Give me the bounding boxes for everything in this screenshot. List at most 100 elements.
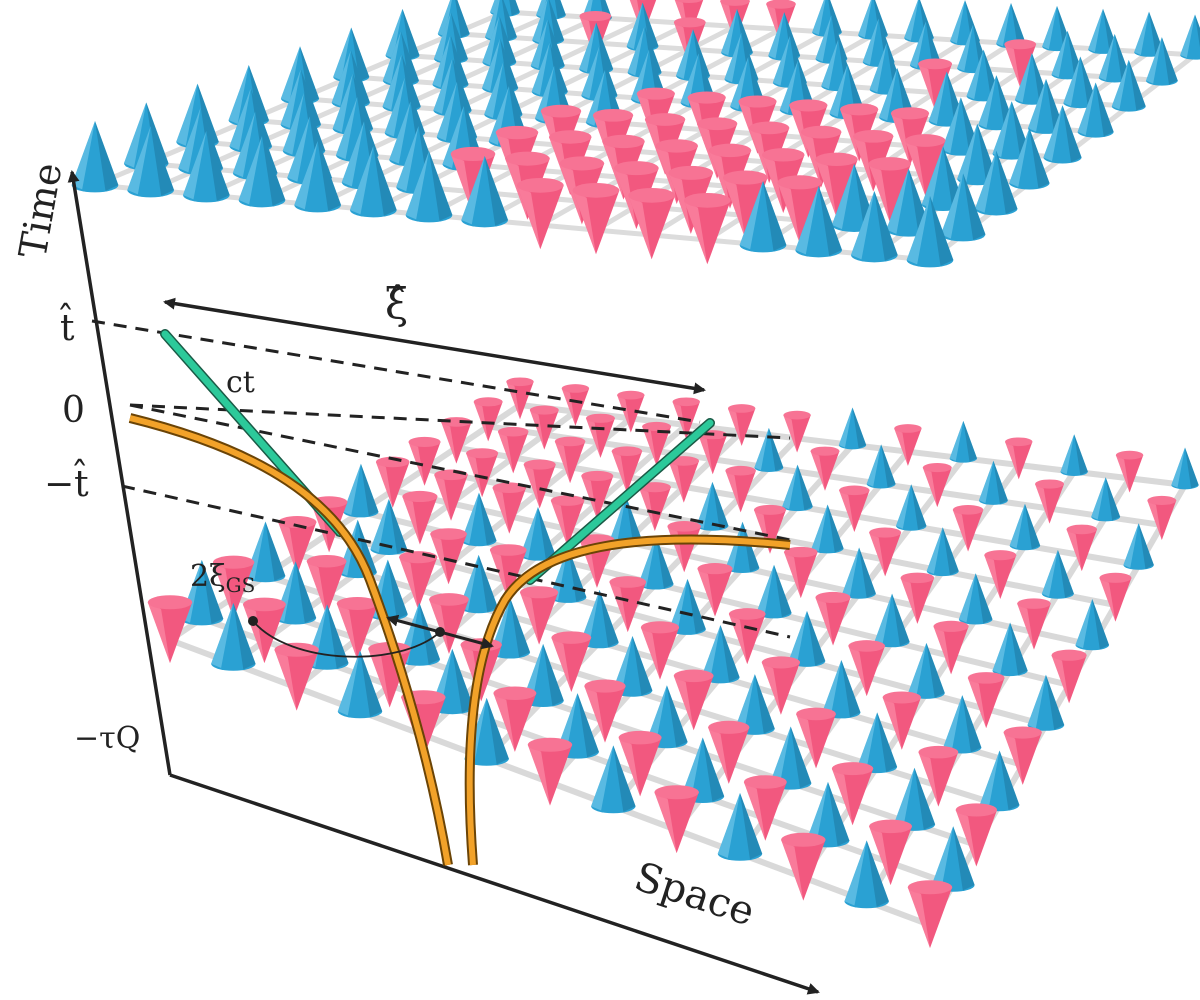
blue-cone-icon bbox=[866, 444, 896, 489]
blue-cone-icon bbox=[1009, 503, 1041, 551]
blue-cone-icon bbox=[895, 484, 927, 531]
pink-cone-icon bbox=[1004, 39, 1037, 88]
pink-cone-icon bbox=[831, 762, 874, 826]
xi-hat-label: ξ̂ bbox=[385, 279, 408, 328]
xi-hat-annotation: ξ̂ ct bbox=[163, 279, 706, 400]
blue-cone-icon bbox=[943, 695, 982, 754]
blue-cone-icon bbox=[580, 589, 619, 649]
pink-cone-icon bbox=[905, 134, 946, 196]
blue-cone-icon bbox=[857, 712, 898, 774]
top-lattice-cones bbox=[71, 0, 1200, 268]
blue-cone-icon bbox=[294, 141, 342, 213]
pink-cone-icon bbox=[516, 177, 564, 250]
grid-line bbox=[451, 31, 1165, 84]
blue-cone-icon bbox=[681, 737, 725, 803]
pink-cone-icon bbox=[967, 672, 1005, 729]
pink-cone-icon bbox=[952, 505, 984, 552]
pink-cone-icon bbox=[1147, 495, 1177, 541]
leader-end-dot bbox=[435, 627, 445, 637]
domain-wall-curves bbox=[128, 413, 791, 866]
pink-cone-icon bbox=[628, 187, 676, 260]
blue-cone-icon bbox=[756, 564, 792, 619]
blue-cone-icon bbox=[343, 463, 379, 518]
space-axis-label: Space bbox=[629, 854, 760, 936]
pink-cone-icon bbox=[984, 550, 1017, 600]
blue-cone-icon bbox=[349, 146, 397, 218]
pink-cone-icon bbox=[815, 152, 858, 218]
pink-cone-icon bbox=[815, 591, 851, 646]
pink-cone-icon bbox=[894, 424, 922, 466]
pink-cone-icon bbox=[640, 621, 680, 680]
blue-cone-icon bbox=[1123, 523, 1154, 570]
blue-cone-icon bbox=[370, 498, 408, 555]
pink-cone-icon bbox=[584, 679, 626, 743]
blue-cone-icon bbox=[754, 427, 784, 473]
pink-cone-icon bbox=[933, 620, 969, 675]
pink-cone-icon bbox=[497, 426, 529, 474]
grid-line bbox=[502, 9, 1198, 58]
pink-cone-icon bbox=[523, 459, 556, 509]
blue-cone-icon bbox=[844, 840, 889, 909]
grid-line bbox=[92, 182, 933, 263]
blue-cone-icon bbox=[1145, 37, 1178, 86]
grid-line bbox=[400, 52, 1132, 109]
pink-cone-icon bbox=[551, 631, 592, 693]
pink-cone-icon bbox=[554, 436, 586, 484]
pink-cone-icon bbox=[618, 730, 662, 797]
pink-cone-icon bbox=[609, 576, 647, 633]
pink-cone-icon bbox=[708, 720, 750, 784]
blue-cone-icon bbox=[1009, 127, 1050, 190]
pink-cone-icon bbox=[1017, 598, 1051, 650]
pink-cone-icon bbox=[399, 551, 438, 610]
dashed-line-zero bbox=[129, 403, 791, 440]
blue-cone-icon bbox=[734, 674, 775, 735]
blue-cone-icon bbox=[979, 750, 1020, 812]
pink-cone-icon bbox=[1005, 437, 1033, 480]
tick-label-zero: 0 bbox=[62, 390, 85, 431]
blue-cone-icon bbox=[909, 21, 942, 70]
blue-cone-icon bbox=[725, 521, 760, 574]
blue-cone-icon bbox=[838, 407, 867, 450]
pink-cone-icon bbox=[728, 608, 766, 665]
blue-cone-icon bbox=[1091, 477, 1121, 522]
pink-cone-icon bbox=[527, 737, 573, 806]
blue-cone-icon bbox=[1027, 674, 1065, 731]
leader-start-dot bbox=[248, 616, 258, 626]
pink-cone-icon bbox=[900, 572, 935, 624]
blue-cone-icon bbox=[211, 602, 256, 671]
blue-cone-icon bbox=[1171, 447, 1199, 490]
dashed-line-minus-t-hat bbox=[121, 484, 791, 639]
blue-cone-icon bbox=[591, 745, 636, 814]
pink-cone-icon bbox=[810, 446, 840, 491]
blue-cone-icon bbox=[646, 685, 688, 749]
pink-cone-icon bbox=[918, 58, 953, 111]
pink-cone-icon bbox=[1051, 649, 1087, 704]
blue-cone-icon bbox=[940, 173, 986, 242]
pink-cone-icon bbox=[839, 485, 870, 532]
pink-cone-icon bbox=[783, 410, 811, 453]
pink-cone-icon bbox=[489, 544, 527, 601]
blue-cone-icon bbox=[701, 624, 740, 684]
blue-cone-icon bbox=[958, 573, 993, 625]
blue-cone-icon bbox=[893, 767, 936, 831]
blue-cone-icon bbox=[127, 126, 175, 198]
pink-cone-icon bbox=[336, 596, 379, 661]
blue-cone-icon bbox=[520, 507, 556, 561]
blue-cone-icon bbox=[908, 642, 945, 699]
pink-cone-icon bbox=[1066, 524, 1098, 572]
pink-cone-icon bbox=[869, 527, 902, 577]
two-xi-gs-subscript: GS bbox=[226, 573, 256, 597]
pink-cone-icon bbox=[777, 175, 823, 244]
pink-cone-icon bbox=[882, 691, 921, 750]
xi-hat-arrow bbox=[163, 297, 706, 395]
pink-cone-icon bbox=[529, 405, 559, 450]
dashed-line-zero-lower bbox=[129, 403, 791, 542]
pink-cone-icon bbox=[1099, 572, 1132, 622]
tick-label-t-hat: t̂ bbox=[60, 303, 75, 349]
pink-cone-icon bbox=[869, 819, 913, 886]
pink-cone-icon bbox=[743, 775, 787, 841]
blue-cone-icon bbox=[788, 610, 826, 667]
pink-cone-icon bbox=[683, 192, 731, 265]
pink-cone-icon bbox=[1035, 479, 1065, 524]
ct-label: ct bbox=[226, 365, 255, 400]
